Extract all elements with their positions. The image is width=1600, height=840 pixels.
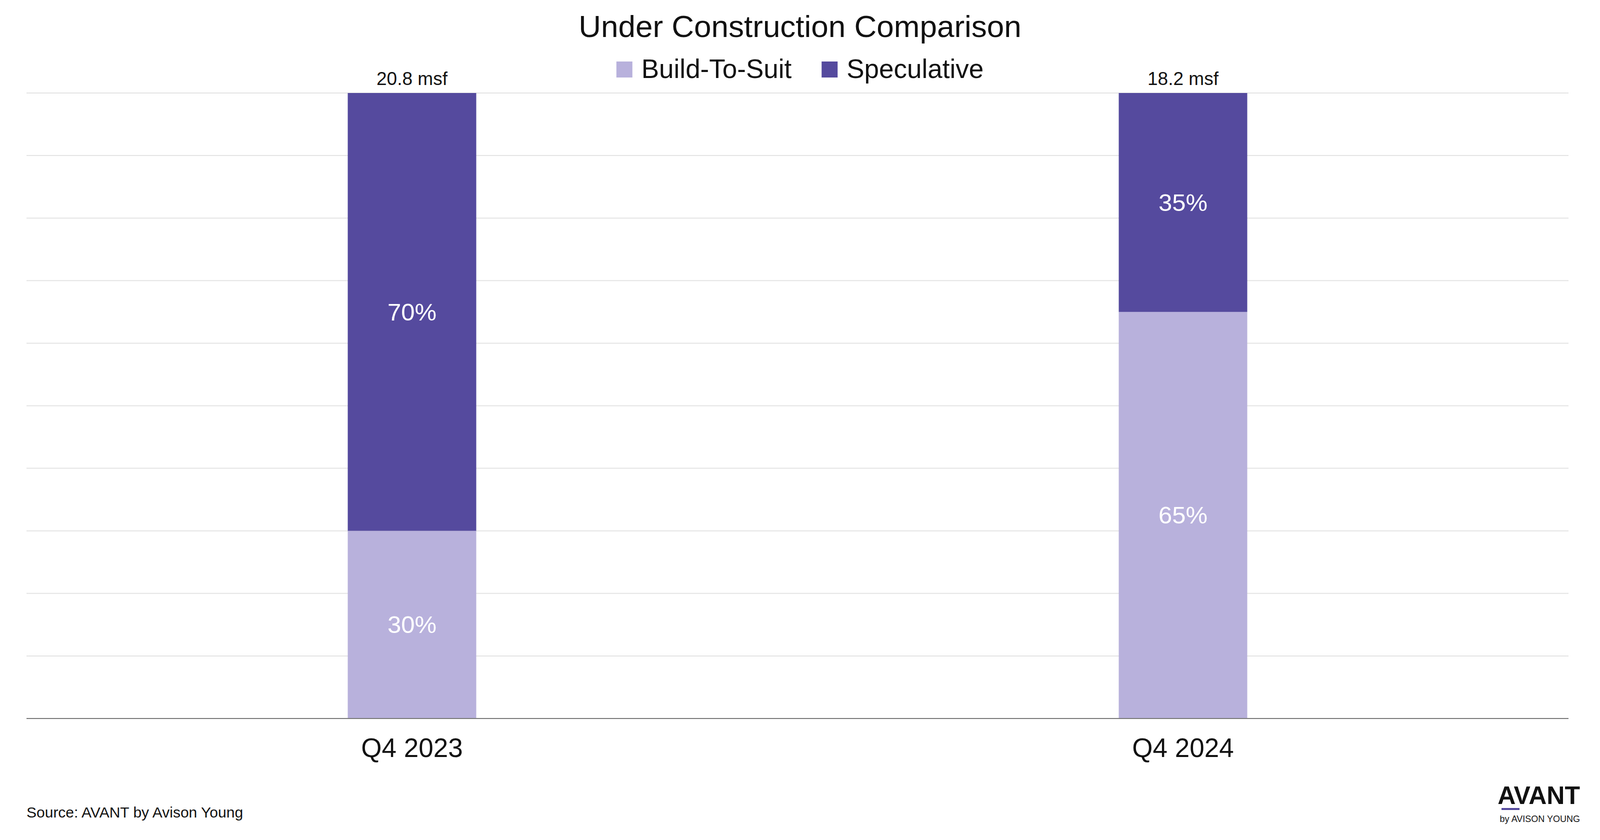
logo-sub: by AVISON YOUNG [1500,814,1580,824]
grid-line [26,593,1569,594]
legend-swatch [616,61,633,78]
logo-main: AVANT [1497,781,1580,810]
grid-line [26,468,1569,469]
grid-line [26,92,1569,94]
title: Under Construction Comparison [578,9,1022,44]
bar [1119,312,1248,719]
legend-label: Speculative [846,54,984,84]
grid-line [26,280,1569,281]
legend: Build-To-Suit Speculative [616,54,984,84]
x-tick-label: Q4 2023 [361,733,463,763]
chart: Under Construction Comparison 30% 70% 65% 35… [0,0,1600,840]
source: Source: AVANT by Avison Young [26,804,243,821]
bars [348,93,1248,719]
x-tick-label: Q4 2024 [1132,733,1234,763]
data-label: 30% [387,611,437,638]
logo: AVANT by AVISON YOUNG [1497,781,1580,824]
grid-line [26,155,1569,156]
grid-line [26,342,1569,344]
bar [1119,93,1248,312]
annotation: 18.2 msf [1147,68,1219,89]
x-axis [26,718,1569,719]
grid-line [26,217,1569,219]
bar [348,93,477,531]
logo-accent [1501,808,1520,810]
grid-line [26,405,1569,407]
data-labels: 30% 70% 65% 35% [387,189,1208,638]
legend-swatch [821,61,838,78]
grid-line [26,718,1569,719]
grid-line [26,655,1569,657]
data-label: 65% [1158,501,1208,529]
grid-line [26,530,1569,532]
data-label: 70% [387,298,437,326]
bar [348,531,477,719]
legend-label: Build-To-Suit [641,54,792,84]
annotation: 20.8 msf [376,68,448,89]
data-label: 35% [1158,189,1208,216]
